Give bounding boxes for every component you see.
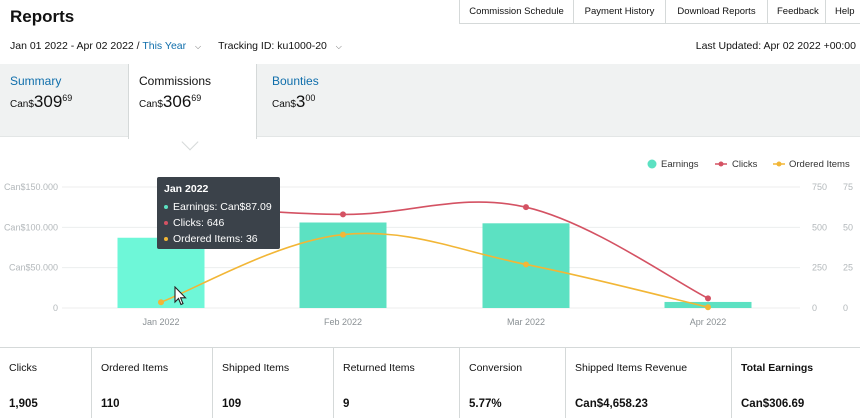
stat-ordered-items: Ordered Items 110 (92, 348, 213, 418)
right-axis-tick: 500 (812, 222, 827, 232)
x-axis-tick: Apr 2022 (690, 317, 727, 327)
tooltip-earnings: Earnings: Can$87.09 (164, 199, 273, 215)
chevron-down-icon: ⌵ (335, 42, 342, 51)
period-link[interactable]: This Year (142, 40, 187, 52)
tracking-id-text: Tracking ID: ku1000-20 (218, 40, 327, 52)
tab-bounties[interactable]: Bounties Can$300 (262, 64, 392, 137)
right-axis-tick-inner: 50 (843, 222, 853, 232)
stat-value: 9 (343, 398, 350, 410)
nav-commission-schedule[interactable]: Commission Schedule (460, 0, 574, 23)
top-nav: Commission Schedule Payment History Down… (459, 0, 860, 24)
stat-value: 1,905 (9, 398, 38, 410)
tab-amount: Can$300 (272, 92, 316, 111)
tooltip-ordered-items: Ordered Items: 36 (164, 231, 273, 247)
clicks-point (705, 295, 711, 302)
stat-returned-items: Returned Items 9 (334, 348, 460, 418)
chevron-down-icon: ⌵ (195, 42, 202, 51)
ordered-items-point (705, 304, 711, 311)
stats-bar: Clicks 1,905 Ordered Items 110 Shipped I… (0, 347, 860, 418)
ordered-items-point (340, 231, 346, 238)
stat-label: Shipped Items (222, 362, 290, 374)
legend-clicks-marker (718, 161, 724, 167)
tracking-id-selector[interactable]: Tracking ID: ku1000-20 ⌵ (218, 40, 342, 52)
left-axis-tick: Can$100.000 (4, 222, 58, 232)
clicks-point (340, 211, 346, 218)
left-axis-tick: Can$150.000 (4, 182, 58, 192)
clicks-point (523, 204, 529, 211)
nav-download-reports[interactable]: Download Reports (666, 0, 768, 23)
stat-label: Total Earnings (741, 362, 814, 374)
ordered-items-point (523, 261, 529, 268)
stat-shipped-revenue: Shipped Items Revenue Can$4,658.23 (566, 348, 732, 418)
filter-bar: Jan 01 2022 - Apr 02 2022 / This Year ⌵ … (10, 40, 342, 52)
earnings-bar (117, 237, 205, 308)
date-range-selector[interactable]: Jan 01 2022 - Apr 02 2022 / This Year ⌵ (10, 40, 201, 52)
tab-label: Summary (10, 74, 62, 88)
tab-amount: Can$30969 (10, 92, 73, 111)
right-axis-tick: 250 (812, 263, 827, 273)
date-range-text: Jan 01 2022 - Apr 02 2022 / (10, 40, 140, 52)
nav-help[interactable]: Help (835, 6, 855, 17)
page-title: Reports (10, 7, 75, 26)
tab-amount: Can$30669 (139, 92, 202, 111)
legend-earnings-marker (647, 159, 657, 169)
x-axis-tick: Feb 2022 (324, 317, 362, 327)
stat-value: Can$306.69 (741, 398, 805, 410)
x-axis-tick: Jan 2022 (142, 317, 179, 327)
stat-shipped-items: Shipped Items 109 (213, 348, 334, 418)
legend-earnings-label: Earnings (661, 159, 699, 170)
stat-conversion: Conversion 5.77% (460, 348, 566, 418)
left-axis-tick: Can$50.000 (9, 263, 58, 273)
stat-label: Clicks (9, 362, 37, 374)
tab-summary[interactable]: Summary Can$30969 (0, 64, 128, 137)
stat-label: Returned Items (343, 362, 415, 374)
right-axis-tick-inner: 25 (843, 263, 853, 273)
x-axis-tick: Mar 2022 (507, 317, 545, 327)
stat-total-earnings: Total Earnings Can$306.69 (732, 348, 860, 418)
right-axis-tick: 750 (812, 182, 827, 192)
tab-commissions[interactable]: Commissions Can$30669 (128, 64, 257, 139)
stat-label: Conversion (469, 362, 523, 374)
stat-label: Shipped Items Revenue (575, 362, 688, 374)
nav-payment-history[interactable]: Payment History (574, 0, 666, 23)
ordered-items-point (158, 299, 164, 306)
left-axis-tick: 0 (53, 303, 58, 313)
stat-value: 109 (222, 398, 242, 410)
chart-tooltip: Jan 2022 Earnings: Can$87.09 Clicks: 646… (157, 177, 280, 249)
stat-value: 5.77% (469, 398, 502, 410)
stat-value: Can$4,658.23 (575, 398, 648, 410)
ordered-items-line (160, 232, 709, 308)
mouse-cursor-icon (174, 286, 187, 306)
tooltip-clicks: Clicks: 646 (164, 215, 273, 231)
nav-feedback[interactable]: Feedback (768, 0, 826, 23)
tooltip-title: Jan 2022 (164, 183, 209, 195)
tab-label: Commissions (139, 74, 212, 88)
right-axis-tick: 0 (812, 303, 817, 313)
right-axis-tick-inner: 0 (843, 303, 848, 313)
right-axis-tick-inner: 75 (843, 182, 853, 192)
legend-clicks-label: Clicks (732, 159, 758, 170)
earnings-chart: 0 0 0 Can$50.000 250 25 Can$100.000 500 50 Can$15… (4, 159, 853, 327)
stat-label: Ordered Items (101, 362, 169, 374)
last-updated: Last Updated: Apr 02 2022 +00:00 (695, 40, 856, 52)
stat-clicks: Clicks 1,905 (0, 348, 92, 418)
legend-ordered-marker (776, 161, 782, 167)
stat-value: 110 (101, 398, 120, 410)
tab-label: Bounties (272, 74, 319, 88)
legend-ordered-label: Ordered Items (789, 159, 850, 170)
